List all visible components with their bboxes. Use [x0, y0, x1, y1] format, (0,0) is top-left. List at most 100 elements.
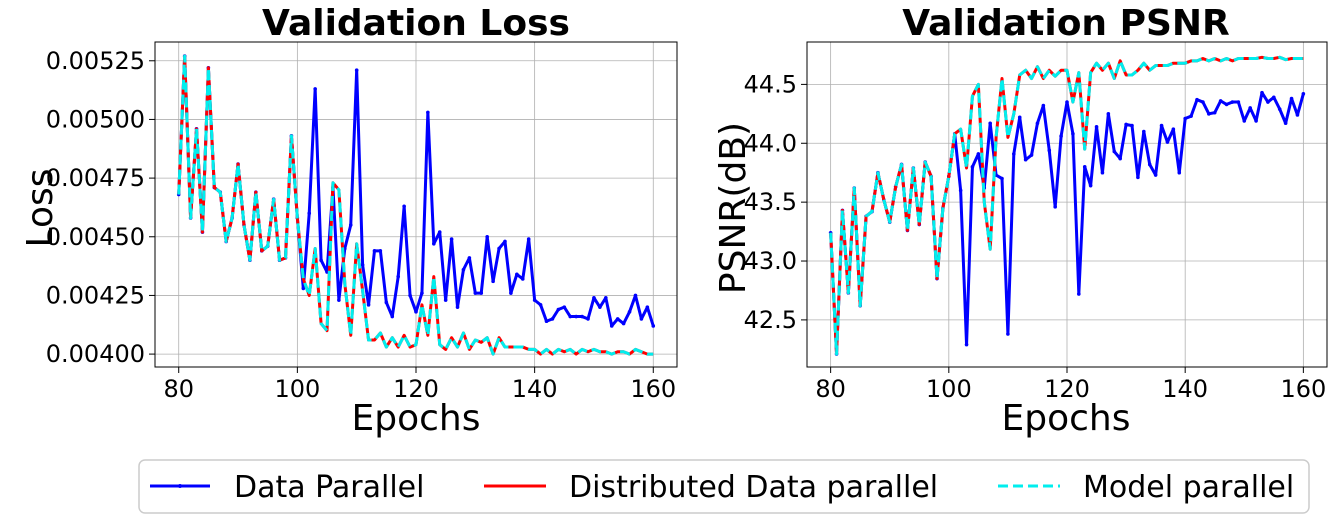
psnr-point-data-parallel-121 [1071, 132, 1075, 136]
psnr-point-data-parallel-134 [1147, 162, 1152, 167]
psnr-point-data-parallel-123 [1082, 165, 1087, 169]
psnr-point-data-parallel-145 [1212, 110, 1217, 115]
loss-y-tick-label-0.00450: 0.00450 [46, 223, 145, 251]
psnr-x-tick-label-160: 160 [1280, 375, 1326, 403]
psnr-point-data-parallel-156 [1277, 107, 1282, 111]
psnr-point-data-parallel-110 [1006, 332, 1010, 336]
psnr-point-data-parallel-103 [964, 342, 969, 347]
psnr-y-tick-label-44.0: 44.0 [744, 129, 797, 157]
loss-y-tick-label-0.00425: 0.00425 [46, 281, 145, 309]
loss-point-data-parallel-146 [568, 314, 573, 319]
loss-point-data-parallel-117 [396, 274, 401, 279]
loss-point-data-parallel-153 [609, 324, 614, 328]
psnr-y-axis-label: PSNR(dB) [713, 122, 754, 294]
loss-point-data-parallel-120 [414, 310, 418, 314]
loss-point-data-parallel-143 [550, 317, 555, 321]
psnr-point-data-parallel-142 [1195, 97, 1199, 102]
psnr-point-data-parallel-125 [1094, 124, 1099, 129]
psnr-point-data-parallel-120 [1065, 100, 1069, 104]
legend-frame [138, 459, 1310, 514]
psnr-point-data-parallel-143 [1201, 100, 1205, 104]
loss-point-data-parallel-137 [515, 272, 519, 277]
loss-point-data-parallel-121 [420, 291, 424, 295]
loss-point-data-parallel-142 [544, 319, 549, 324]
psnr-point-data-parallel-116 [1041, 103, 1046, 108]
loss-y-tick-label-0.00475: 0.00475 [46, 164, 145, 192]
loss-point-data-parallel-127 [455, 305, 460, 309]
legend-label-model-parallel: Model parallel [1083, 470, 1294, 505]
loss-point-data-parallel-125 [443, 298, 448, 302]
loss-chart-title: Validation Loss [262, 3, 570, 44]
loss-x-tick-label-100: 100 [274, 375, 320, 403]
psnr-point-data-parallel-148 [1230, 100, 1235, 104]
loss-point-data-parallel-131 [479, 291, 484, 295]
psnr-point-data-parallel-115 [1035, 121, 1040, 126]
loss-point-data-parallel-116 [390, 314, 395, 319]
loss-point-data-parallel-119 [408, 293, 412, 298]
loss-point-data-parallel-107 [337, 298, 341, 302]
psnr-point-data-parallel-111 [1012, 152, 1016, 156]
legend-label-distributed-data-parallel: Distributed Data parallel [569, 470, 938, 505]
loss-point-data-parallel-109 [348, 223, 353, 227]
loss-point-data-parallel-147 [574, 314, 578, 319]
loss-point-data-parallel-159 [645, 305, 650, 309]
loss-point-data-parallel-128 [461, 267, 466, 272]
loss-point-data-parallel-154 [615, 317, 620, 321]
loss-point-data-parallel-145 [562, 305, 567, 309]
loss-x-tick-label-140: 140 [512, 375, 558, 403]
psnr-point-data-parallel-141 [1189, 114, 1193, 118]
psnr-y-tick-label-43.5: 43.5 [744, 188, 797, 216]
psnr-point-data-parallel-129 [1118, 156, 1122, 161]
psnr-point-data-parallel-135 [1153, 173, 1158, 177]
psnr-x-tick-label-100: 100 [926, 375, 972, 403]
loss-point-data-parallel-102 [307, 211, 312, 216]
psnr-point-data-parallel-147 [1224, 102, 1229, 107]
psnr-point-data-parallel-138 [1171, 127, 1176, 131]
loss-point-data-parallel-114 [378, 249, 383, 253]
psnr-y-tick-label-44.5: 44.5 [744, 70, 797, 98]
loss-point-data-parallel-141 [538, 303, 543, 307]
psnr-point-data-parallel-157 [1283, 121, 1288, 126]
loss-point-data-parallel-126 [449, 237, 454, 241]
psnr-point-data-parallel-109 [1000, 176, 1004, 181]
psnr-point-data-parallel-136 [1159, 123, 1164, 128]
loss-point-data-parallel-155 [621, 321, 626, 326]
loss-point-data-parallel-160 [651, 324, 656, 328]
loss-x-axis-label: Epochs [352, 398, 481, 439]
psnr-point-data-parallel-154 [1266, 100, 1270, 104]
psnr-point-data-parallel-159 [1295, 113, 1300, 117]
loss-point-data-parallel-103 [313, 87, 317, 91]
psnr-x-tick-label-120: 120 [1044, 375, 1090, 403]
psnr-point-data-parallel-132 [1136, 175, 1140, 180]
psnr-point-data-parallel-139 [1177, 170, 1182, 175]
psnr-point-data-parallel-131 [1130, 123, 1134, 128]
psnr-point-data-parallel-104 [970, 165, 975, 169]
loss-point-data-parallel-123 [432, 242, 436, 246]
loss-point-data-parallel-129 [467, 256, 472, 260]
loss-point-data-parallel-101 [301, 286, 306, 291]
loss-point-data-parallel-110 [354, 68, 359, 72]
psnr-point-data-parallel-149 [1236, 100, 1241, 104]
loss-y-tick-label-0.00525: 0.00525 [46, 47, 145, 75]
psnr-point-data-parallel-122 [1077, 292, 1081, 296]
psnr-point-data-parallel-133 [1142, 129, 1146, 134]
psnr-chart: Validation PSNR Epochs PSNR(dB) 80 100 120… [713, 3, 1328, 439]
psnr-point-data-parallel-114 [1029, 153, 1034, 157]
loss-point-data-parallel-111 [360, 263, 365, 267]
psnr-point-data-parallel-137 [1165, 140, 1170, 144]
psnr-point-data-parallel-146 [1218, 99, 1223, 103]
psnr-point-data-parallel-140 [1183, 116, 1187, 121]
psnr-point-data-parallel-144 [1207, 112, 1211, 116]
psnr-point-data-parallel-113 [1023, 157, 1028, 162]
loss-y-tick-label-0.00500: 0.00500 [46, 105, 145, 133]
loss-x-tick-label-120: 120 [393, 375, 439, 403]
psnr-chart-title: Validation PSNR [902, 3, 1230, 44]
psnr-point-data-parallel-155 [1272, 95, 1276, 100]
loss-series-model-parallel [177, 54, 654, 356]
loss-y-tick-label-0.00400: 0.00400 [46, 340, 145, 368]
psnr-point-data-parallel-124 [1088, 183, 1093, 188]
psnr-point-data-parallel-119 [1059, 134, 1063, 138]
loss-point-data-parallel-150 [592, 295, 596, 300]
loss-point-data-parallel-158 [639, 317, 644, 321]
